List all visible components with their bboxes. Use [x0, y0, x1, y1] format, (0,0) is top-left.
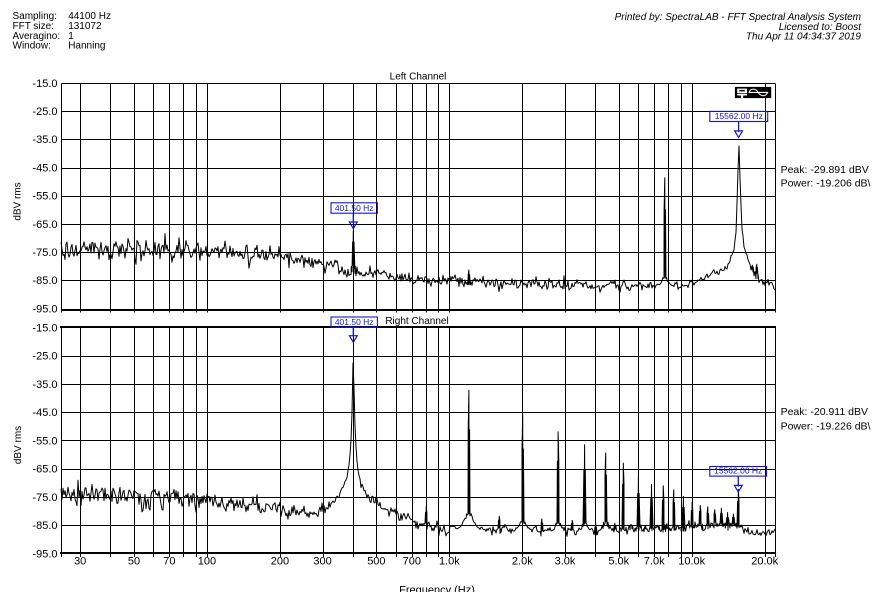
- svg-text:Sampling:: Sampling:: [13, 11, 57, 22]
- svg-text:200: 200: [271, 556, 289, 568]
- svg-text:FFT size:: FFT size:: [13, 21, 54, 32]
- svg-text:-35.0: -35.0: [32, 134, 57, 146]
- svg-text:300: 300: [313, 556, 331, 568]
- svg-text:44100 Hz: 44100 Hz: [68, 11, 111, 22]
- svg-text:2.0k: 2.0k: [512, 556, 533, 568]
- svg-text:Right Channel: Right Channel: [385, 316, 448, 327]
- svg-text:-65.0: -65.0: [32, 464, 57, 476]
- svg-text:15562.00 Hz: 15562.00 Hz: [714, 466, 762, 476]
- svg-text:3.0k: 3.0k: [555, 556, 576, 568]
- svg-text:401.50 Hz: 401.50 Hz: [335, 317, 374, 327]
- svg-text:-85.0: -85.0: [32, 520, 57, 532]
- svg-text:-75.0: -75.0: [32, 492, 57, 504]
- svg-text:7.0k: 7.0k: [644, 556, 665, 568]
- svg-text:-35.0: -35.0: [32, 379, 57, 391]
- svg-text:700: 700: [403, 556, 421, 568]
- svg-text:Hanning: Hanning: [68, 41, 105, 52]
- svg-text:Window:: Window:: [13, 41, 51, 52]
- svg-text:-75.0: -75.0: [32, 247, 57, 259]
- svg-text:Power: -19.226 dB\: Power: -19.226 dB\: [781, 420, 871, 432]
- svg-text:-25.0: -25.0: [32, 106, 57, 118]
- svg-text:5.0k: 5.0k: [608, 556, 629, 568]
- svg-text:500: 500: [367, 556, 385, 568]
- svg-text:1: 1: [68, 31, 74, 42]
- svg-text:Thu Apr 11 04:34:37 2019: Thu Apr 11 04:34:37 2019: [746, 32, 862, 43]
- svg-text:-15.0: -15.0: [32, 322, 57, 334]
- svg-text:30: 30: [74, 556, 86, 568]
- svg-text:50: 50: [128, 556, 140, 568]
- svg-text:10.0k: 10.0k: [678, 556, 705, 568]
- svg-text:131072: 131072: [68, 21, 102, 32]
- svg-text:Licensed to: Boost: Licensed to: Boost: [779, 22, 862, 33]
- svg-text:Left Channel: Left Channel: [390, 72, 447, 83]
- svg-text:100: 100: [198, 556, 216, 568]
- svg-text:-95.0: -95.0: [32, 303, 57, 315]
- svg-text:Peak: -20.911 dBV: Peak: -20.911 dBV: [781, 406, 868, 418]
- svg-text:-55.0: -55.0: [32, 191, 57, 203]
- svg-text:-25.0: -25.0: [32, 351, 57, 363]
- svg-text:Averagino:: Averagino:: [13, 31, 61, 42]
- svg-text:dBV rms: dBV rms: [13, 426, 24, 464]
- svg-text:Printed by: SpectraLAB - FFT S: Printed by: SpectraLAB - FFT Spectral An…: [615, 12, 861, 23]
- svg-text:70: 70: [163, 556, 175, 568]
- svg-text:Power: -19.206 dB\: Power: -19.206 dB\: [781, 177, 871, 189]
- svg-text:15562.00 Hz: 15562.00 Hz: [715, 111, 763, 121]
- svg-text:Peak: -29.891 dBV: Peak: -29.891 dBV: [781, 164, 869, 176]
- svg-text:-95.0: -95.0: [32, 548, 57, 560]
- svg-text:Frequency (Hz): Frequency (Hz): [399, 585, 475, 593]
- svg-text:dBV rms: dBV rms: [13, 182, 24, 220]
- svg-text:-55.0: -55.0: [32, 435, 57, 447]
- svg-text:401.50 Hz: 401.50 Hz: [335, 203, 374, 213]
- svg-text:-15.0: -15.0: [32, 78, 57, 90]
- svg-text:-85.0: -85.0: [32, 275, 57, 287]
- svg-text:-45.0: -45.0: [32, 162, 57, 174]
- svg-text:-65.0: -65.0: [32, 219, 57, 231]
- svg-text:20.0k: 20.0k: [751, 556, 778, 568]
- svg-text:-45.0: -45.0: [32, 407, 57, 419]
- svg-text:1.0k: 1.0k: [439, 556, 460, 568]
